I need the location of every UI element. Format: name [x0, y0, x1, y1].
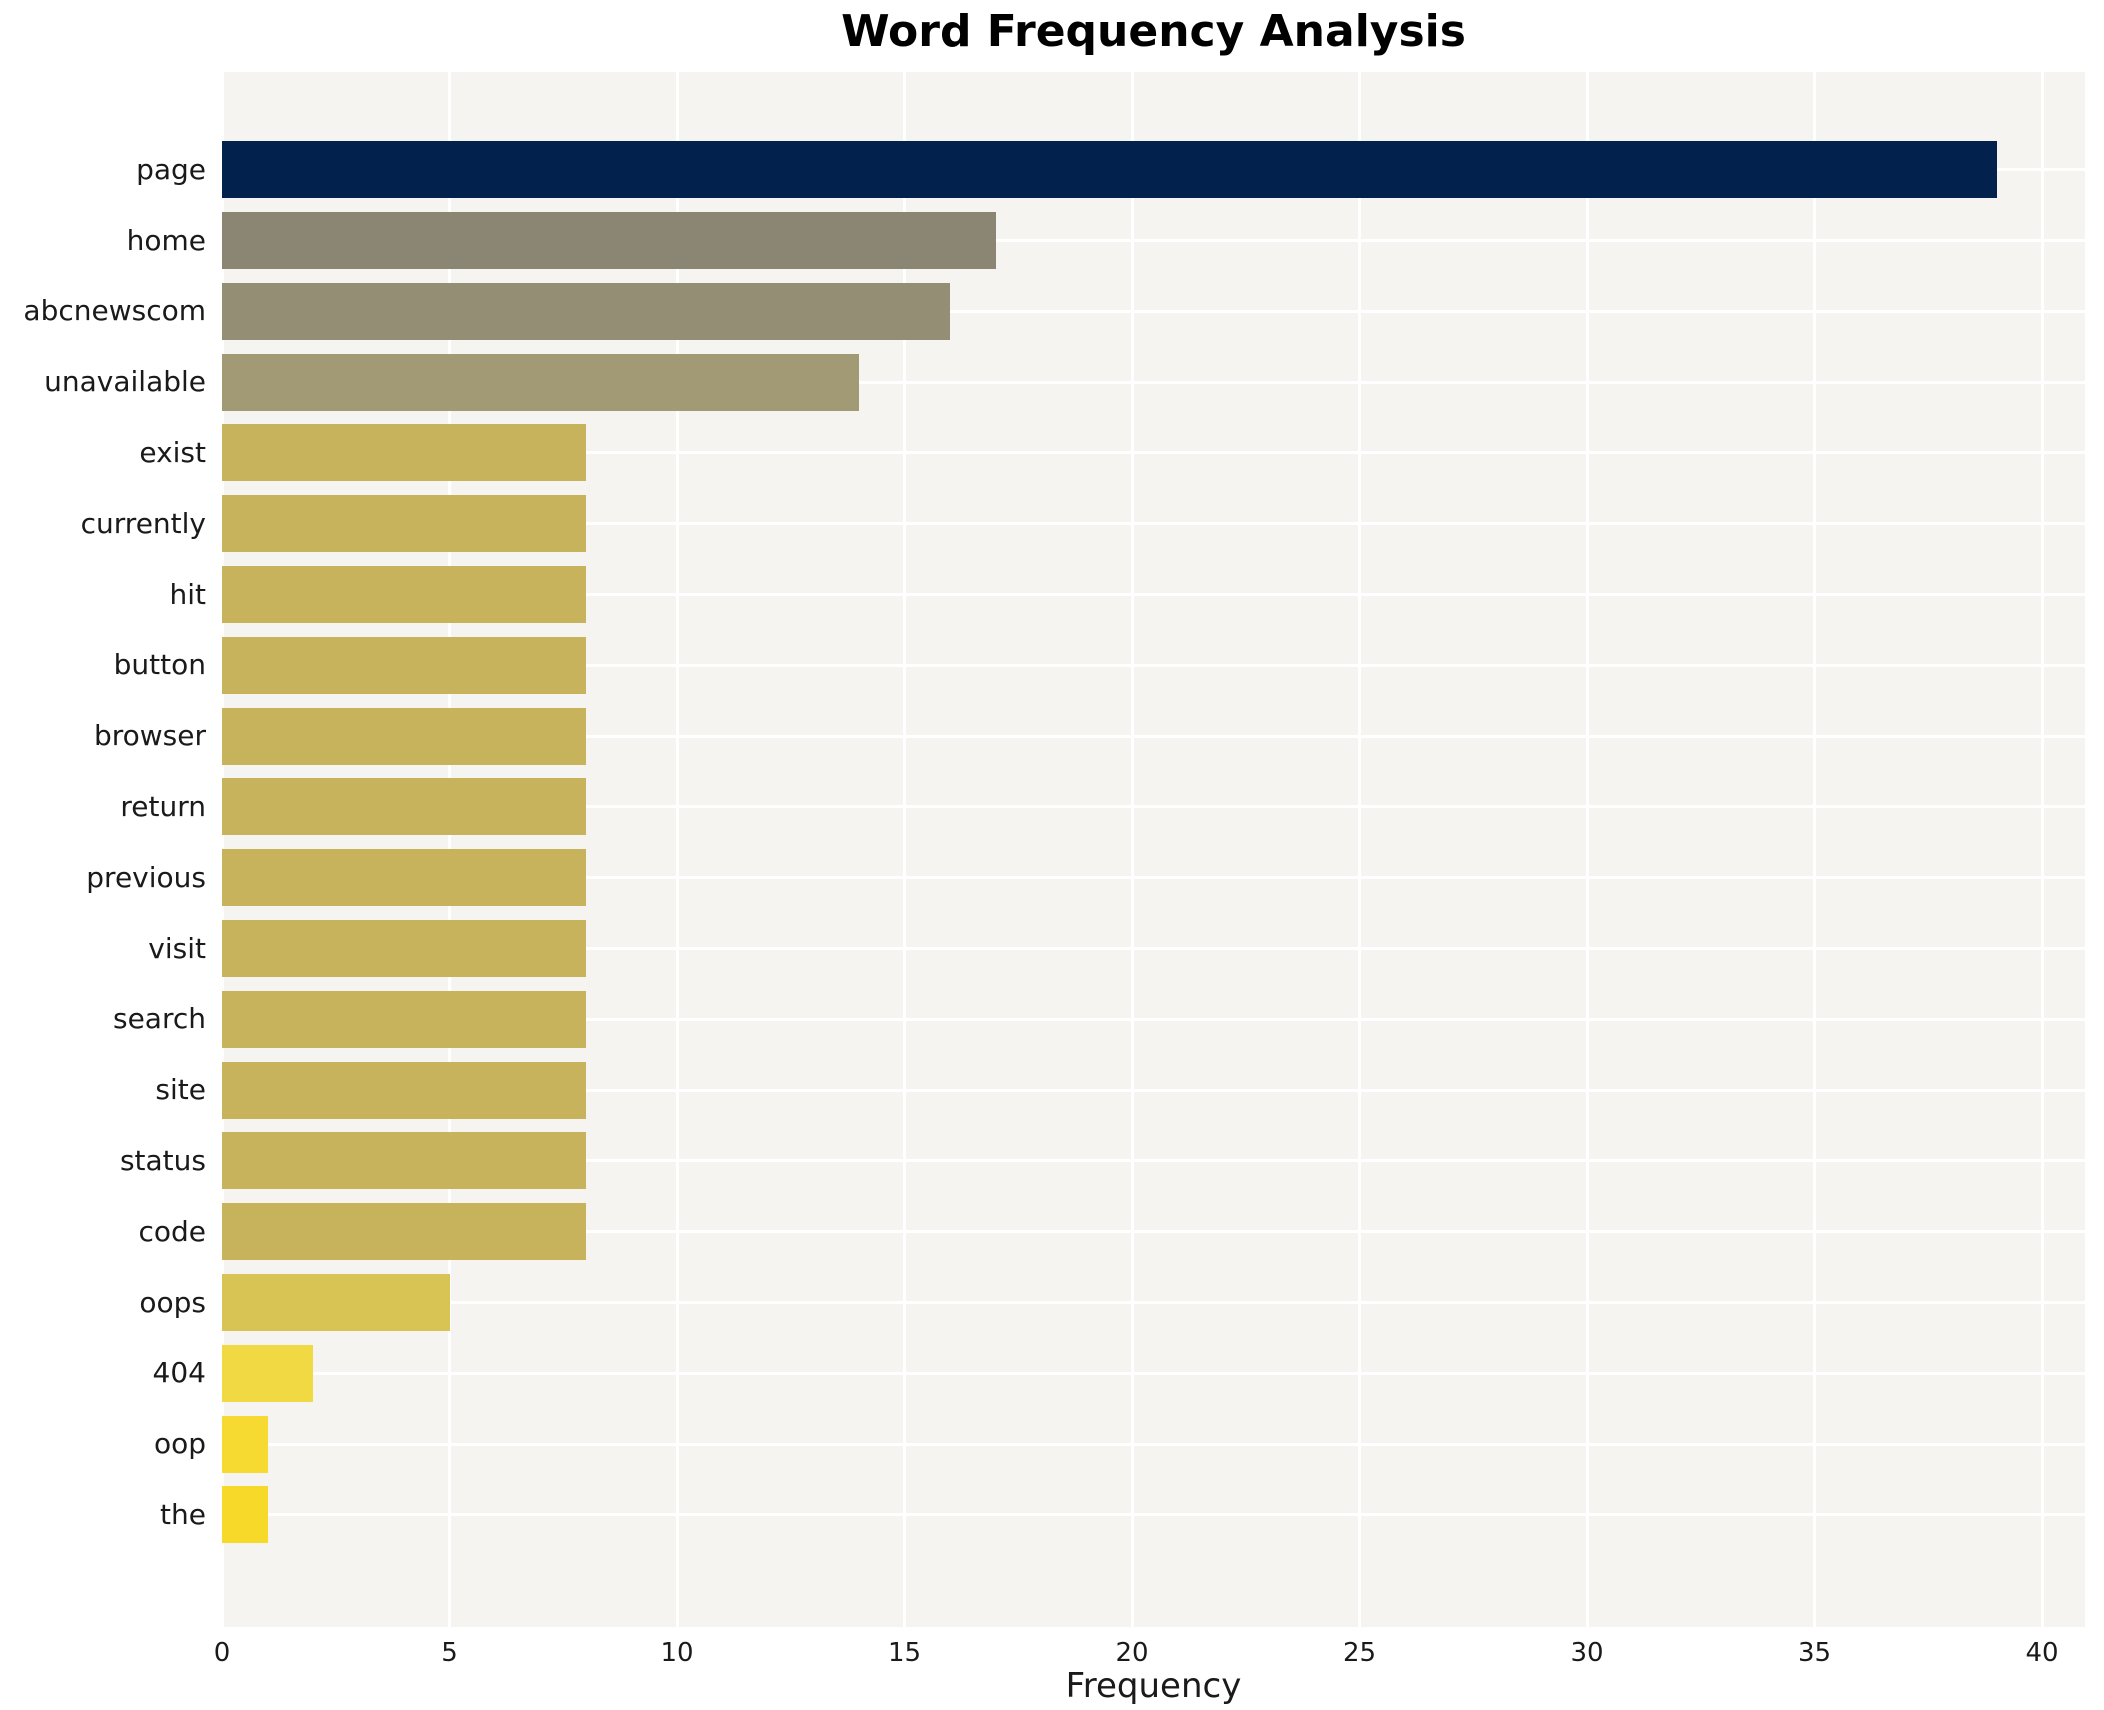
- bar-button: [222, 636, 586, 694]
- x-tick-label: 40: [2025, 1638, 2059, 1668]
- bar-visit: [222, 920, 586, 978]
- category-label-code: code: [138, 1214, 206, 1248]
- category-label-visit: visit: [148, 931, 206, 965]
- gridline-horizontal: [222, 1301, 2085, 1305]
- category-label-page: page: [136, 152, 206, 186]
- bar-oop: [222, 1415, 268, 1473]
- bar-exist: [222, 424, 586, 482]
- x-tick-label: 30: [1570, 1638, 1604, 1668]
- gridline-vertical: [2040, 72, 2044, 1627]
- category-label-404: 404: [152, 1356, 206, 1390]
- category-label-hit: hit: [169, 577, 206, 611]
- category-label-home: home: [126, 223, 206, 257]
- x-tick-label: 5: [441, 1638, 458, 1668]
- bar-search: [222, 990, 586, 1048]
- gridline-horizontal: [222, 663, 2085, 667]
- gridline-horizontal: [222, 1442, 2085, 1446]
- gridline-horizontal: [222, 1159, 2085, 1163]
- bar-the: [222, 1486, 268, 1544]
- bar-404: [222, 1344, 313, 1402]
- x-axis-label: Frequency: [1065, 1666, 1242, 1706]
- category-label-abcnewscom: abcnewscom: [23, 294, 206, 328]
- bar-abcnewscom: [222, 282, 950, 340]
- bar-unavailable: [222, 353, 859, 411]
- category-label-status: status: [119, 1143, 206, 1177]
- gridline-horizontal: [222, 239, 2085, 243]
- bar-currently: [222, 495, 586, 553]
- chart-title: Word Frequency Analysis: [841, 6, 1466, 57]
- gridline-vertical: [903, 72, 906, 1627]
- x-tick-label: 25: [1342, 1638, 1377, 1668]
- bar-status: [222, 1132, 586, 1190]
- category-label-exist: exist: [139, 435, 206, 469]
- category-label-unavailable: unavailable: [44, 365, 206, 399]
- bar-return: [222, 778, 586, 836]
- gridline-horizontal: [222, 451, 2085, 455]
- bar-home: [222, 212, 996, 270]
- category-label-oop: oop: [153, 1427, 206, 1461]
- bar-code: [222, 1203, 586, 1261]
- gridline-horizontal: [222, 805, 2085, 809]
- gridline-horizontal: [222, 522, 2085, 526]
- bar-page: [222, 141, 1997, 199]
- gridline-horizontal: [222, 947, 2085, 951]
- category-label-oops: oops: [139, 1285, 206, 1319]
- gridline-horizontal: [222, 380, 2085, 384]
- gridline-horizontal: [222, 1230, 2085, 1234]
- gridline-horizontal: [222, 593, 2085, 597]
- gridline-vertical: [1130, 72, 1134, 1627]
- gridline-horizontal: [222, 876, 2085, 880]
- bar-hit: [222, 566, 586, 624]
- x-tick-label: 20: [1115, 1638, 1149, 1668]
- plot-area: [220, 72, 2085, 1627]
- gridline-horizontal: [222, 734, 2085, 738]
- bar-oops: [222, 1274, 450, 1332]
- gridline-horizontal: [222, 1513, 2085, 1517]
- category-label-currently: currently: [80, 506, 206, 540]
- gridline-horizontal: [222, 309, 2085, 313]
- bar-browser: [222, 707, 586, 765]
- category-label-search: search: [112, 1002, 206, 1036]
- x-tick-label: 0: [213, 1638, 231, 1668]
- gridline-horizontal: [222, 1017, 2085, 1021]
- gridline-vertical: [1585, 72, 1589, 1627]
- bar-previous: [222, 849, 586, 907]
- gridline-vertical: [675, 72, 679, 1627]
- category-label-previous: previous: [86, 860, 206, 894]
- category-label-browser: browser: [93, 719, 206, 753]
- category-label-site: site: [155, 1073, 206, 1107]
- gridline-horizontal: [222, 1371, 2085, 1375]
- gridline-horizontal: [222, 1088, 2085, 1092]
- category-label-the: the: [160, 1497, 206, 1531]
- x-tick-label: 10: [660, 1638, 694, 1668]
- bar-site: [222, 1061, 586, 1119]
- category-label-button: button: [113, 648, 206, 682]
- gridline-vertical: [1358, 72, 1361, 1627]
- x-tick-label: 35: [1797, 1638, 1832, 1668]
- gridline-vertical: [1813, 72, 1816, 1627]
- category-label-return: return: [120, 789, 206, 823]
- x-tick-label: 15: [887, 1638, 922, 1668]
